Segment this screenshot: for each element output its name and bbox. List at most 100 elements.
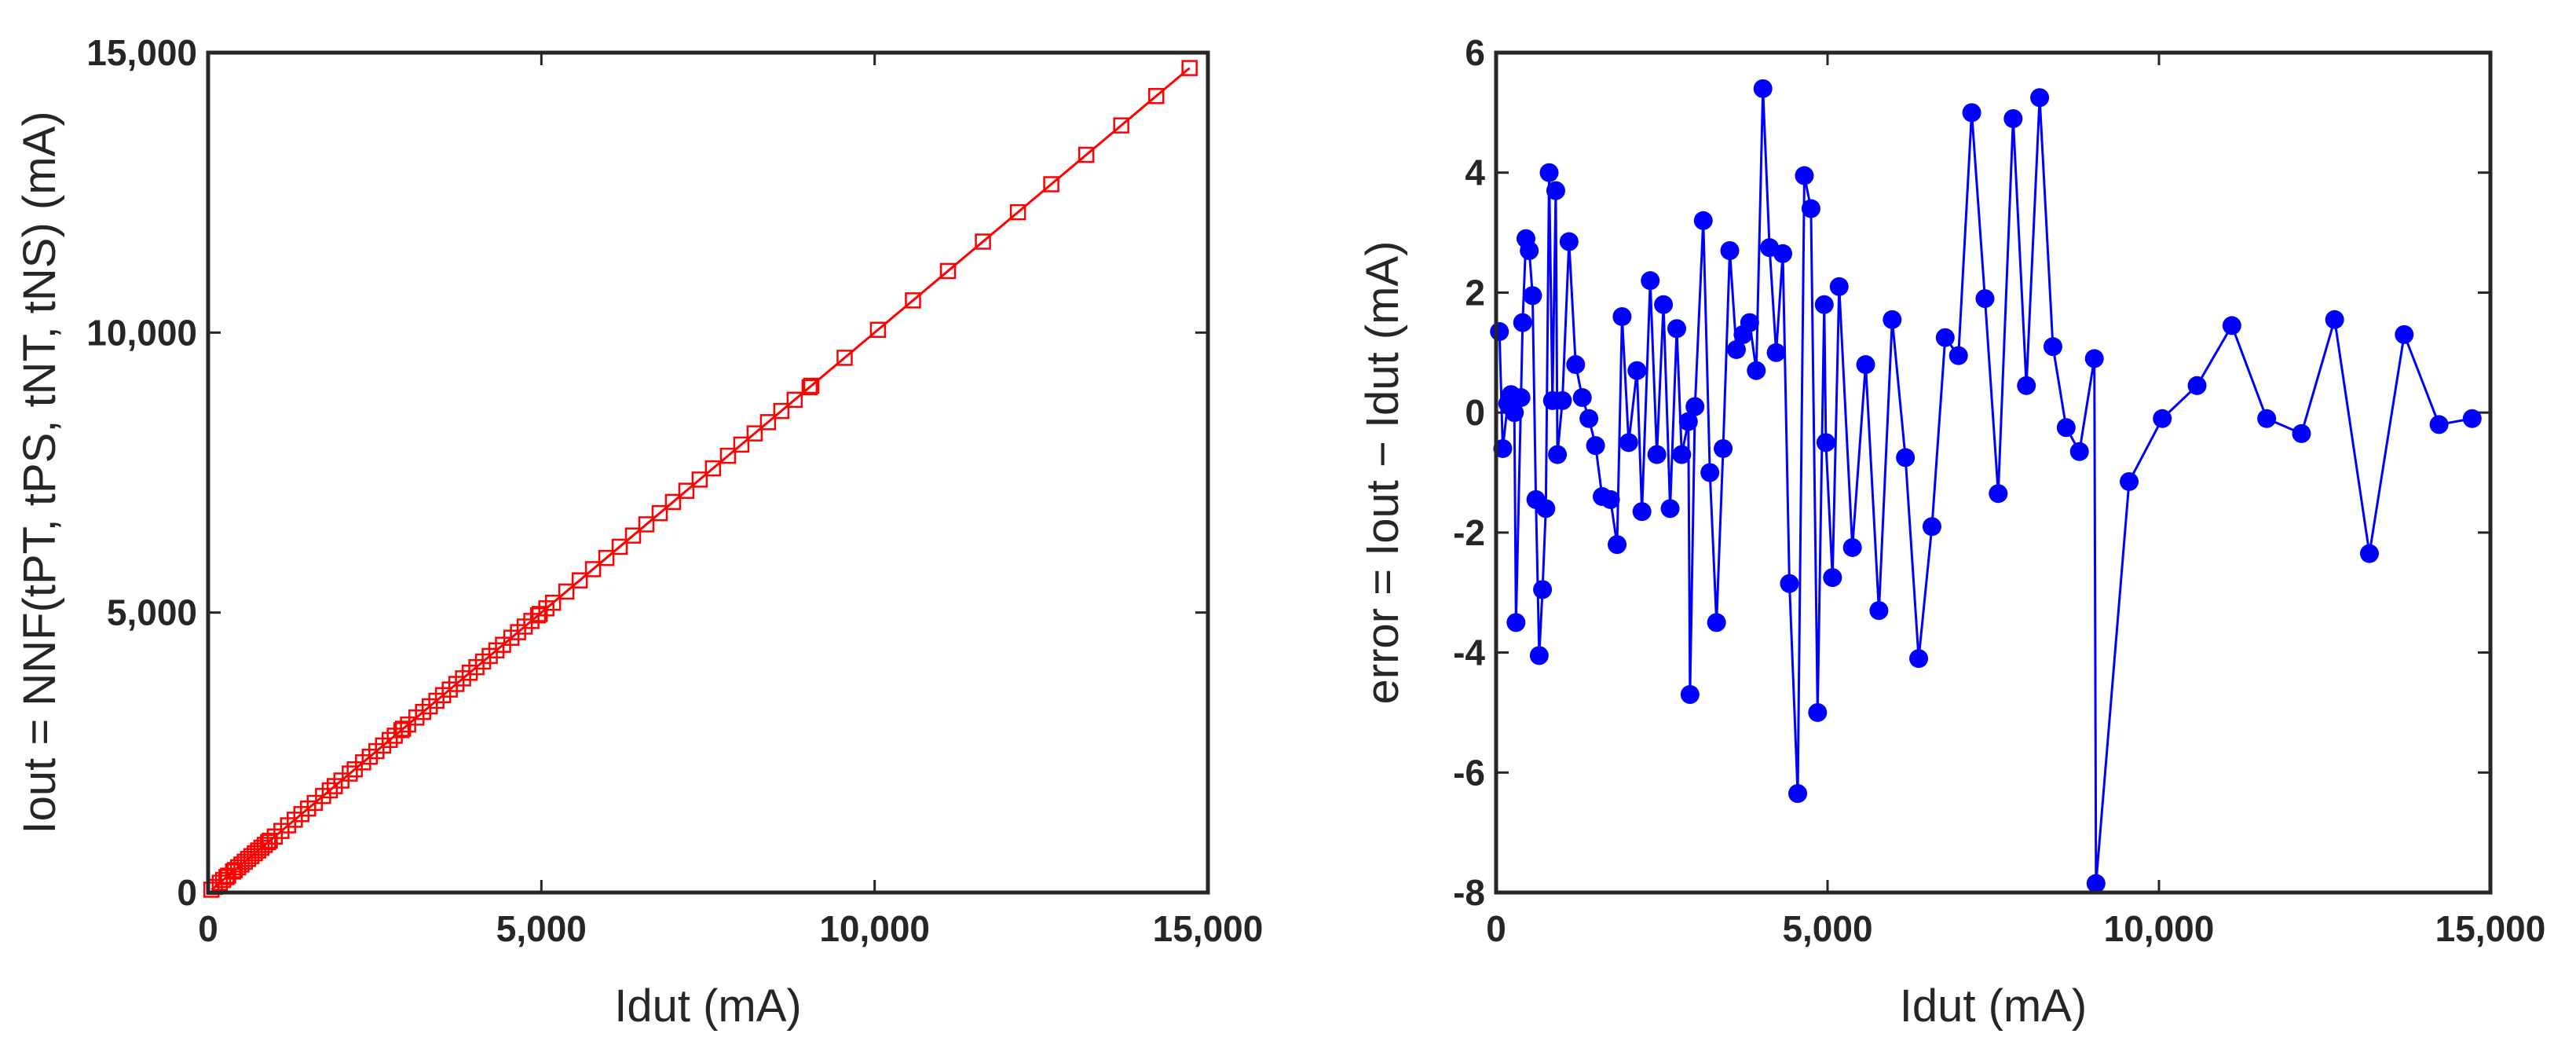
y-tick-label: 6 (1465, 32, 1485, 73)
x-axis-label: Idut (mA) (614, 981, 802, 1032)
series-line (1498, 88, 2473, 884)
marker (1559, 232, 1579, 251)
marker (1586, 436, 1605, 456)
marker (1700, 463, 1720, 482)
y-tick-label: -2 (1453, 512, 1485, 553)
x-tick-label: 5,000 (496, 908, 587, 949)
marker (342, 765, 358, 782)
marker (1546, 181, 1565, 200)
marker (1505, 403, 1524, 423)
marker (1922, 517, 1941, 537)
marker (624, 527, 642, 544)
marker (1523, 286, 1542, 306)
marker (598, 549, 615, 566)
marker (1506, 613, 1526, 632)
marker (1740, 313, 1759, 332)
marker (905, 292, 921, 309)
marker (1766, 343, 1786, 362)
marker (1896, 448, 1916, 467)
marker (2120, 471, 2139, 491)
series-line (210, 67, 1191, 891)
marker (1989, 484, 2008, 504)
marker (1632, 502, 1652, 522)
y-tick-label: 5,000 (107, 592, 197, 633)
marker (1601, 489, 1620, 509)
marker (2292, 423, 2311, 443)
marker (1548, 445, 1568, 464)
marker (2017, 376, 2036, 395)
y-tick-label: 0 (1465, 392, 1485, 433)
y-tick-label: 15,000 (86, 32, 197, 73)
marker (2043, 337, 2062, 357)
marker (544, 594, 562, 611)
marker (638, 516, 655, 533)
marker (2325, 310, 2344, 329)
marker (1536, 499, 1556, 519)
marker (1678, 412, 1698, 431)
marker (1181, 60, 1198, 76)
x-tick-label: 5,000 (1782, 908, 1872, 949)
marker (1043, 176, 1059, 192)
marker (2395, 324, 2414, 344)
marker (262, 832, 278, 849)
marker (1608, 535, 1627, 555)
marker (1654, 295, 1674, 314)
marker (1147, 87, 1165, 104)
y-tick-label: -4 (1453, 632, 1485, 673)
marker (1780, 574, 1799, 593)
marker (1869, 601, 1889, 621)
marker (1747, 361, 1766, 380)
marker (1816, 433, 1835, 453)
marker (1641, 271, 1660, 291)
marker (1935, 328, 1955, 347)
marker (214, 871, 232, 889)
marker (664, 493, 682, 511)
marker (1579, 409, 1599, 428)
marker (1660, 499, 1680, 519)
marker (1773, 244, 1793, 263)
marker (2003, 108, 2023, 128)
marker (1113, 117, 1129, 134)
marker (1707, 613, 1726, 632)
marker (1975, 289, 1995, 309)
x-tick-label: 0 (1486, 908, 1506, 949)
marker (1883, 310, 1902, 329)
y-tick-label: 10,000 (86, 312, 197, 353)
marker (2462, 409, 2482, 428)
marker (1619, 433, 1638, 453)
marker (836, 350, 853, 366)
marker (678, 482, 695, 499)
marker (321, 782, 338, 799)
marker (1627, 361, 1647, 380)
marker (1856, 355, 1875, 375)
marker (1693, 211, 1713, 230)
y-tick-label: 0 (177, 872, 197, 913)
marker (1647, 445, 1667, 464)
marker (1801, 199, 1820, 218)
plot-frame (206, 50, 1210, 895)
marker (584, 561, 602, 577)
marker (869, 321, 887, 339)
marker (611, 538, 628, 555)
marker (1808, 702, 1828, 722)
marker (2359, 544, 2379, 563)
marker (1566, 355, 1586, 375)
marker (1962, 103, 1981, 123)
marker (2187, 376, 2207, 395)
marker (759, 414, 777, 431)
marker (1539, 163, 1559, 182)
marker (1009, 203, 1026, 221)
marker (1795, 166, 1814, 185)
marker (1612, 306, 1632, 326)
y-tick-label: 2 (1465, 272, 1485, 313)
marker (2086, 874, 2106, 893)
marker (1842, 537, 1862, 557)
marker (1520, 240, 1539, 260)
marker (773, 402, 790, 420)
marker (2429, 415, 2449, 434)
marker (1078, 146, 1095, 163)
marker (1726, 339, 1746, 359)
marker (1823, 568, 1842, 588)
y-tick-label: -8 (1453, 872, 1485, 913)
marker (1533, 580, 1553, 599)
